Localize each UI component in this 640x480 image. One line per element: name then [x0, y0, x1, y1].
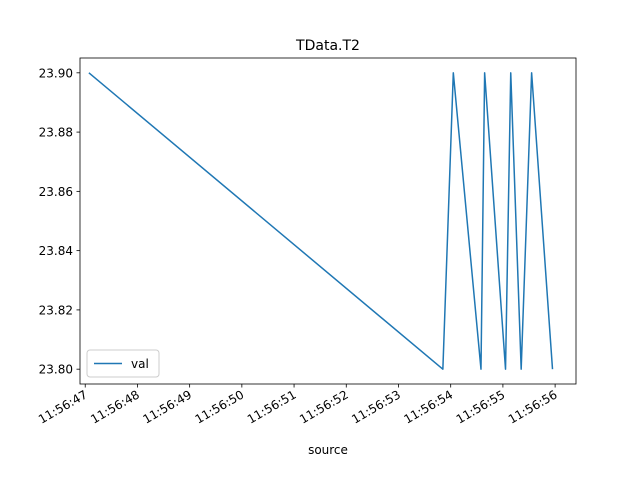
x-axis: 11:56:4711:56:4811:56:4911:56:5011:56:51…: [36, 384, 560, 427]
x-tick-label: 11:56:55: [454, 387, 508, 426]
series-line-val: [88, 72, 554, 370]
x-tick-label: 11:56:51: [245, 387, 299, 426]
x-tick-label: 11:56:47: [36, 387, 90, 426]
y-tick-label: 23.88: [39, 126, 73, 140]
legend-box: [86, 349, 160, 378]
x-tick-label: 11:56:50: [193, 387, 247, 426]
x-tick-label: 11:56:52: [297, 387, 351, 426]
y-tick-label: 23.82: [39, 303, 73, 317]
chart-title: TData.T2: [295, 38, 360, 54]
y-tick-label: 23.80: [39, 363, 73, 377]
plot-area: [88, 72, 554, 370]
x-axis-label: source: [308, 443, 348, 457]
x-tick-label: 11:56:53: [349, 387, 403, 426]
y-tick-label: 23.90: [39, 66, 73, 80]
y-tick-label: 23.84: [39, 244, 73, 258]
y-tick-label: 23.86: [39, 185, 73, 199]
x-tick-label: 11:56:56: [506, 387, 560, 426]
y-axis: 23.80 23.82 23.84 23.86 23.88 23.90: [39, 66, 80, 377]
axes-frame: [79, 57, 577, 385]
x-tick-label: 11:56:49: [140, 387, 194, 426]
legend-label: val: [131, 357, 149, 371]
x-tick-label: 11:56:48: [88, 387, 142, 426]
x-tick-label: 11:56:54: [402, 387, 456, 426]
legend: val: [86, 349, 160, 378]
